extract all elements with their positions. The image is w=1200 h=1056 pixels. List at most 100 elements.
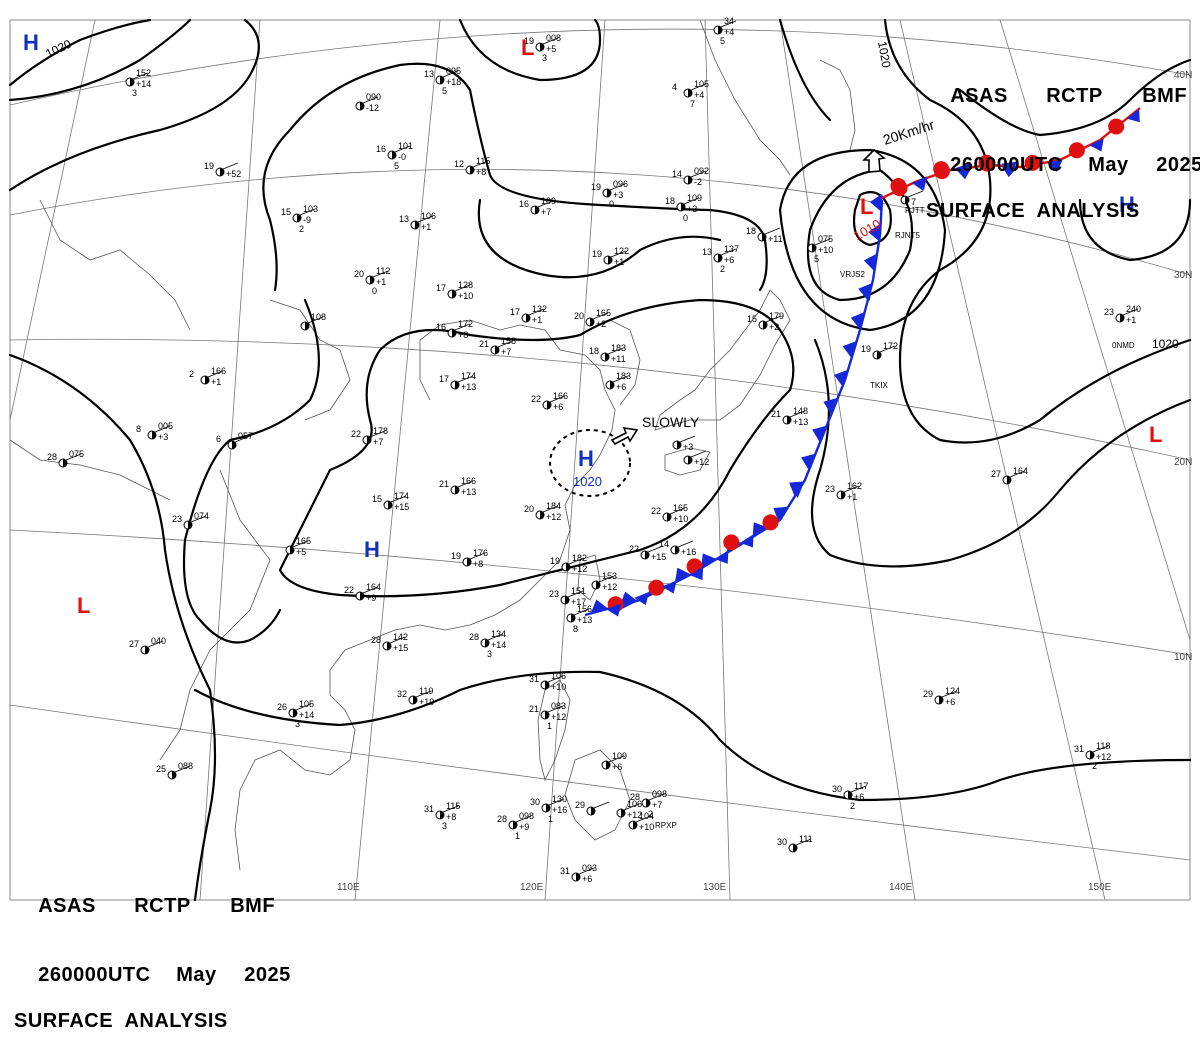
station-plot: 14 092-2 [672, 166, 709, 187]
cold-front-triangle [740, 534, 754, 548]
isobar-top-loop [458, 18, 602, 82]
cloud-cover-fill [545, 681, 549, 689]
wind-barb [607, 347, 624, 355]
isobar-east-top [958, 58, 1192, 137]
station-temperature: 29 [575, 800, 585, 810]
cold-front-triangle [606, 603, 622, 617]
wind-barb [690, 83, 707, 91]
station-pressure: 057 [238, 431, 253, 441]
station-tendency: +8 [476, 167, 486, 177]
cloud-cover-fill [905, 196, 909, 204]
station-plot: 16 101-05 [376, 141, 413, 171]
station-plot: 20 184+12 [524, 501, 561, 522]
wind-barb [598, 575, 615, 583]
cloud-cover-fill [495, 346, 499, 354]
station-temperature: 30 [832, 784, 842, 794]
station-pressure: 162 [847, 481, 862, 491]
movement-arrows [610, 148, 886, 446]
cloud-cover-fill [718, 26, 722, 34]
cold-front-triangle [1126, 108, 1140, 123]
station-pressure: 182 [572, 553, 587, 563]
station-pressure: 098 [519, 811, 534, 821]
station-tendency: +52 [226, 169, 241, 179]
cold-front-triangle [675, 568, 691, 584]
station-plot: 20 112+10 [354, 266, 390, 296]
longitude-label: 150E [1088, 882, 1112, 893]
cloud-cover-fill [535, 206, 539, 214]
station-plot: 14 +16 [659, 539, 696, 557]
longitude-label: 120E [520, 882, 544, 893]
station-pressure: 148 [793, 406, 808, 416]
station-temperature: 19 [592, 249, 602, 259]
station-temperature: 25 [156, 764, 166, 774]
cloud-cover-fill [677, 441, 681, 449]
station-pressure: 106 [421, 211, 436, 221]
station-temperature: 12 [454, 159, 464, 169]
station-weather: 2 [299, 224, 304, 234]
station-plot: 109+6 [601, 751, 627, 772]
station-tendency: +6 [553, 402, 563, 412]
wind-barb [442, 70, 459, 78]
station-pressure: 108 [311, 312, 326, 322]
wind-barb [515, 815, 532, 823]
station-tendency: +15 [393, 643, 408, 653]
wind-barb [307, 316, 324, 324]
cold-front-triangle [590, 599, 609, 614]
isobar-low-ring-2 [778, 148, 947, 332]
wind-barb [677, 540, 694, 548]
station-temperature: 21 [529, 704, 539, 714]
station-temperature: 31 [424, 804, 434, 814]
station-pressure: 118 [1096, 741, 1110, 751]
pressure-center-l: L [77, 593, 90, 618]
cloud-cover-fill [205, 376, 209, 384]
station-plot: 19 122+1 [592, 246, 629, 267]
cloud-cover-fill [812, 244, 816, 252]
wind-barb [222, 162, 239, 170]
station-plot: +3 [672, 435, 696, 452]
isobar-western [182, 298, 320, 644]
cloud-cover-fill [608, 256, 612, 264]
station-pressure: 174 [394, 491, 409, 501]
station-tendency: +14 [491, 640, 506, 650]
station-pressure: 165 [596, 308, 611, 318]
cloud-cover-fill [1120, 314, 1124, 322]
cold-front-triangle [955, 167, 972, 180]
cloud-cover-fill [688, 456, 692, 464]
wind-barb [299, 208, 316, 216]
station-plot: 19 172 [861, 341, 898, 360]
station-tendency: +7 [652, 800, 662, 810]
station-tendency: +10 [639, 822, 654, 832]
wind-barb [941, 690, 958, 698]
station-tendency: +12 [627, 810, 642, 820]
station-temperature: 22 [651, 506, 661, 516]
cloud-cover-fill [762, 233, 766, 241]
station-pressure: 105 [299, 699, 314, 709]
station-tendency: +1 [847, 492, 857, 502]
wind-barb [879, 345, 896, 353]
cloud-cover-fill [688, 89, 692, 97]
station-temperature: 19 [861, 344, 871, 354]
station-plot: 156+138 [566, 604, 592, 634]
isobar-inner-high [278, 298, 795, 598]
warm-front-semicircle [933, 161, 950, 178]
station-temperature: 16 [376, 144, 386, 154]
station-temperature: 22 [629, 544, 639, 554]
station-plot: 22 +15 [629, 544, 666, 562]
wind-barb [65, 453, 82, 461]
wind-barb [1122, 308, 1139, 316]
station-temperature: 29 [923, 689, 933, 699]
station-tendency: +7 [501, 347, 511, 357]
station-pressure: 075 [69, 449, 84, 459]
station-temperature: 13 [399, 214, 409, 224]
station-pressure: 183 [616, 371, 631, 381]
wind-barb [528, 308, 545, 316]
wind-barb [593, 801, 610, 809]
wind-barb [765, 315, 782, 323]
wind-barb [610, 250, 627, 258]
station-tendency: +1 [211, 377, 221, 387]
station-pressure: 166 [211, 366, 226, 376]
cloud-cover-fill [360, 102, 364, 110]
isobar-south-band [193, 670, 1192, 802]
cold-front-triangle [812, 425, 827, 443]
station-pressure: 176 [473, 548, 488, 558]
